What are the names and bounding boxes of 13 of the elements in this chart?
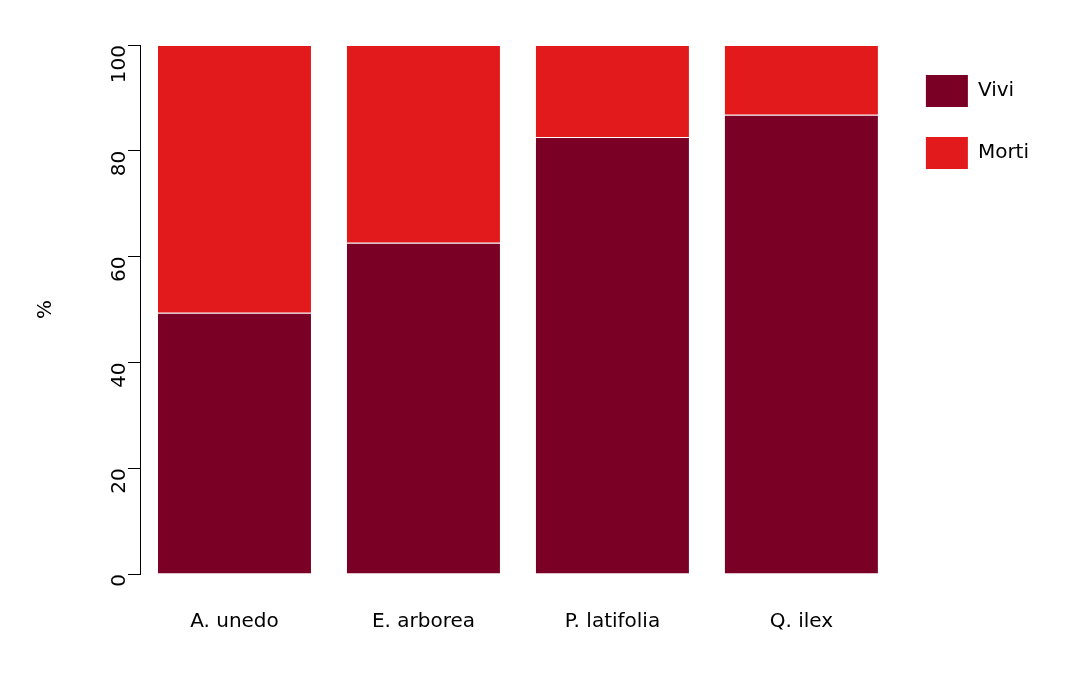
x-tick-label: Q. ilex bbox=[769, 608, 834, 633]
y-tick-label: 60 bbox=[106, 256, 131, 283]
x-tick-label: E. arborea bbox=[371, 608, 476, 633]
y-tick-label: 40 bbox=[106, 362, 131, 388]
x-tick-label: A. unedo bbox=[190, 608, 279, 633]
y-tick-label: 100 bbox=[106, 45, 131, 84]
y-tick-label: 0 bbox=[106, 574, 131, 587]
legend-label: Morti bbox=[977, 139, 1030, 164]
y-tick-label: 20 bbox=[106, 468, 131, 494]
y-tick-label: 80 bbox=[106, 150, 131, 177]
y-axis-title: % bbox=[32, 299, 57, 320]
x-tick-label: P. latifolia bbox=[564, 608, 661, 633]
legend-label: Vivi bbox=[977, 77, 1015, 102]
